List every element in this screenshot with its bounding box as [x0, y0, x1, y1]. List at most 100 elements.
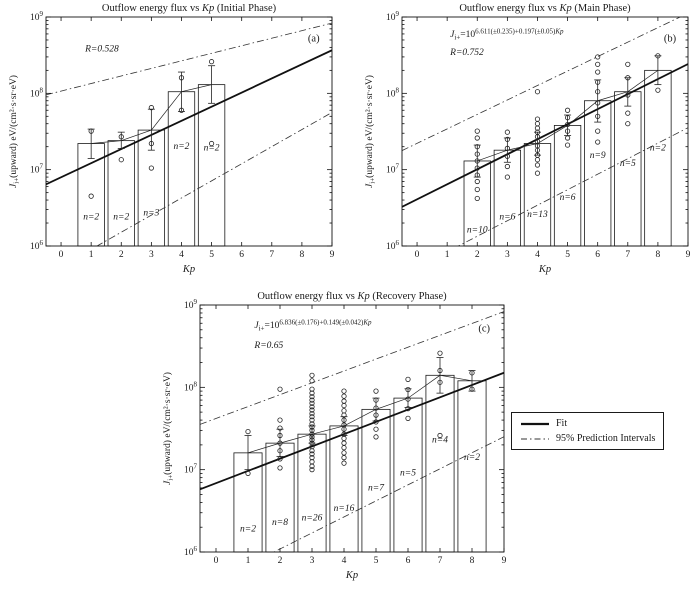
- fit-line-sample: [521, 422, 549, 425]
- data-point: [309, 417, 315, 423]
- data-point: [341, 398, 347, 404]
- data-point: [309, 467, 315, 473]
- data-point: [437, 379, 443, 385]
- x-axis-label: Kp: [345, 570, 358, 581]
- legend-pi-label: 95% Prediction Intervals: [556, 433, 656, 444]
- data-point: [625, 75, 631, 81]
- bar-kp1: [77, 143, 105, 247]
- data-point: [341, 450, 347, 456]
- x-tick-label: 0: [59, 250, 64, 260]
- data-point: [208, 140, 215, 147]
- data-point: [564, 115, 571, 121]
- data-point: [373, 426, 379, 432]
- data-point: [405, 386, 411, 393]
- chart-initial-phase: 0 1 2 3 4 5 6 7 8 9 106 107 108 109 n=2 n=2 n=3 n=2 n=2 (a)…: [8, 3, 335, 275]
- data-point: [474, 128, 480, 134]
- fit-line: [46, 49, 332, 186]
- data-points-group: [88, 59, 215, 199]
- n-label: n=8: [272, 518, 288, 528]
- x-tick-label: 2: [119, 250, 124, 260]
- data-point: [504, 163, 510, 170]
- data-point: [208, 59, 215, 65]
- data-point: [437, 350, 443, 356]
- data-point: [309, 372, 315, 378]
- data-point: [405, 396, 411, 402]
- panel-label: (a): [308, 33, 320, 44]
- data-point: [504, 174, 510, 180]
- data-point: [178, 107, 185, 113]
- data-point: [564, 107, 571, 113]
- n-label: n=16: [334, 504, 355, 514]
- data-point: [309, 378, 315, 384]
- bar-kp3: [297, 433, 327, 553]
- data-point: [341, 431, 347, 437]
- data-point: [595, 69, 601, 75]
- plot-border: [401, 16, 689, 247]
- correlation-label: R=0.65: [253, 341, 283, 351]
- data-point: [277, 425, 283, 431]
- data-point: [309, 421, 315, 427]
- data-point: [564, 121, 571, 128]
- x-tick-label: 4: [342, 556, 347, 566]
- data-point: [474, 158, 480, 164]
- x-tick-label: 8: [656, 250, 661, 260]
- fit-equation: Ji+=106.611(±0.235)+0.197(±0.05)Kp: [450, 27, 564, 41]
- data-point: [148, 140, 154, 147]
- data-point: [534, 152, 541, 158]
- pi-lower-line: [96, 112, 332, 246]
- x-tick-label: 8: [300, 250, 305, 260]
- data-point: [373, 434, 379, 440]
- data-point: [277, 465, 283, 471]
- panel-initial-phase: 0 1 2 3 4 5 6 7 8 9 106 107 108 109 n=2 n=2 n=3 n=2 n=2 (a)…: [6, 0, 338, 287]
- bar-kp4: [329, 425, 359, 553]
- data-point: [309, 431, 315, 437]
- chart-recovery-phase: 0 1 2 3 4 5 6 7 8 9 106 107 108 109 n=2 n=8 n=26 n=16 n=7 n…: [162, 291, 507, 581]
- data-point: [504, 136, 510, 142]
- legend-item-prediction-intervals: 95% Prediction Intervals: [520, 433, 655, 444]
- data-point: [625, 110, 631, 116]
- panel-title: Outflow energy flux vs Kp (Recovery Phas…: [257, 291, 447, 302]
- y-tick-label: 109: [30, 10, 44, 23]
- data-point: [474, 144, 480, 150]
- panel-label: (c): [478, 323, 490, 334]
- data-point: [309, 390, 315, 396]
- data-point: [341, 388, 347, 394]
- y-tick-label: 107: [184, 463, 198, 476]
- data-point: [309, 410, 315, 417]
- bar-kp5: [361, 408, 391, 553]
- y-tick-label: 107: [386, 163, 400, 176]
- bar-kp8: [644, 69, 672, 247]
- n-label: n=3: [143, 208, 159, 218]
- n-label: n=6: [560, 193, 576, 203]
- legend-fit-label: Fit: [556, 418, 568, 429]
- data-point: [595, 54, 601, 60]
- bar-kp3: [493, 149, 522, 247]
- x-tick-label: 7: [269, 250, 274, 260]
- data-point: [625, 92, 631, 98]
- bar-kp5: [197, 84, 226, 247]
- data-points-group: [245, 350, 475, 477]
- data-point: [373, 412, 379, 418]
- bar-kp4: [523, 143, 552, 247]
- data-point: [655, 87, 661, 93]
- data-point: [474, 186, 480, 193]
- x-tick-label: 9: [502, 556, 507, 566]
- data-point: [277, 456, 283, 462]
- data-point: [504, 129, 510, 135]
- data-point: [564, 128, 571, 134]
- data-point: [277, 440, 283, 446]
- n-label: n=4: [432, 435, 448, 445]
- data-point: [341, 417, 347, 423]
- panel-main-phase: 0 1 2 3 4 5 6 7 8 9 106 107 108 109 n=10 n=6 n=13 n=6 n=9 n…: [362, 0, 694, 287]
- data-point: [277, 386, 283, 392]
- data-point: [309, 414, 315, 420]
- x-tick-label: 1: [246, 556, 251, 566]
- n-label: n=9: [590, 151, 606, 161]
- data-point: [474, 172, 480, 178]
- data-point: [277, 448, 283, 454]
- n-label: n=2: [650, 144, 666, 154]
- data-point: [655, 53, 661, 59]
- legend-item-fit: Fit: [520, 418, 655, 429]
- data-point: [405, 415, 411, 421]
